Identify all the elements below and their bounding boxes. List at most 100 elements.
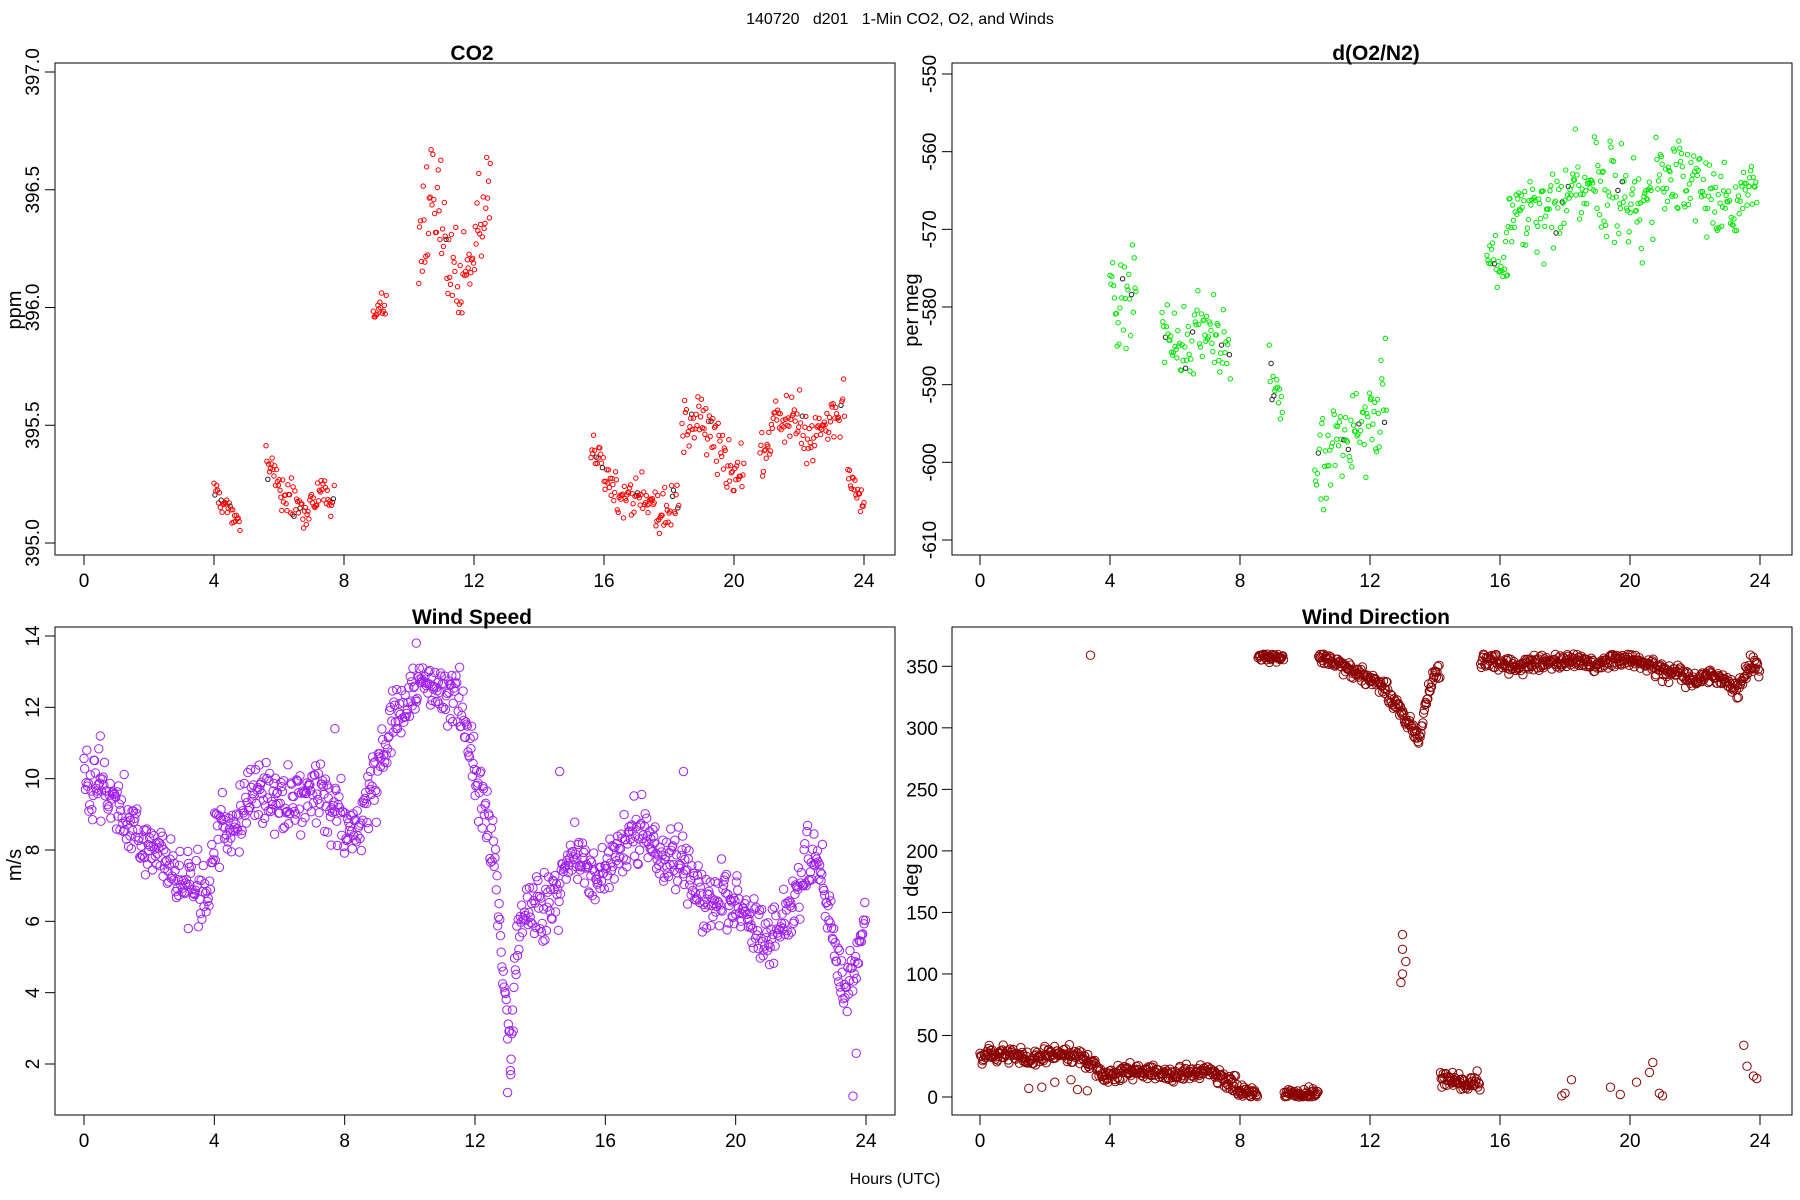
data-point [476, 170, 482, 177]
data-point [1016, 1042, 1026, 1053]
data-point [1196, 341, 1203, 347]
data-point [486, 823, 496, 833]
data-point [315, 759, 326, 769]
data-point [244, 803, 254, 813]
data-point [537, 918, 547, 929]
wind-speed-points [79, 638, 871, 1101]
data-point [1662, 206, 1668, 212]
data-point [706, 413, 712, 419]
data-point [1380, 381, 1386, 387]
data-point [669, 483, 675, 489]
data-point [471, 267, 478, 273]
data-point [1217, 369, 1223, 375]
data-point [1749, 201, 1756, 207]
data-point [143, 839, 153, 850]
data-point [204, 901, 214, 911]
data-point [1111, 295, 1118, 301]
data-point [1562, 197, 1568, 203]
y-tick-label: 150 [906, 903, 938, 924]
data-point [1382, 677, 1392, 687]
data-point [1536, 200, 1543, 207]
data-point [569, 855, 579, 865]
data-point [190, 885, 201, 895]
data-point [611, 497, 617, 504]
data-point [740, 472, 746, 478]
data-point [1172, 343, 1178, 350]
data-point [834, 945, 845, 956]
data-point [1528, 202, 1534, 208]
data-point [469, 764, 480, 775]
data-point [713, 878, 723, 888]
data-point [1580, 191, 1586, 198]
data-point [291, 513, 297, 519]
data-point [634, 845, 645, 855]
data-point [283, 501, 289, 507]
data-point [806, 425, 812, 432]
data-point [525, 912, 535, 922]
data-point [1503, 273, 1510, 279]
data-point [1342, 414, 1349, 421]
data-point [1622, 194, 1628, 200]
data-point [219, 509, 225, 515]
data-point [1615, 187, 1621, 194]
data-point [817, 839, 828, 850]
data-point [118, 818, 128, 829]
data-point [1654, 1088, 1665, 1099]
data-point [648, 497, 655, 503]
data-point [1379, 376, 1385, 382]
data-point [447, 281, 454, 287]
data-point [1510, 217, 1517, 224]
data-point [1319, 420, 1325, 426]
data-point [837, 967, 847, 977]
data-point [782, 926, 792, 936]
data-point [1161, 359, 1168, 365]
plot-frame [54, 626, 896, 1116]
data-point [804, 874, 814, 885]
data-point [824, 410, 830, 417]
data-point [728, 470, 735, 476]
data-point [429, 202, 435, 208]
data-point [734, 459, 741, 465]
data-point [505, 1065, 516, 1076]
data-point [719, 875, 729, 885]
data-point [804, 460, 810, 467]
x-tick-label: 16 [1489, 1131, 1510, 1152]
data-point [408, 663, 418, 673]
data-point [1529, 186, 1536, 193]
data-point [1711, 171, 1717, 177]
data-point [642, 813, 652, 823]
data-point [1505, 224, 1511, 230]
data-point [732, 871, 742, 881]
data-point [1688, 159, 1694, 166]
data-point [613, 858, 624, 869]
data-point [503, 1019, 513, 1029]
data-point [860, 503, 866, 509]
data-point [811, 442, 818, 449]
data-point [681, 449, 687, 455]
data-point [1680, 173, 1686, 180]
data-point [1561, 220, 1567, 227]
data-point [682, 409, 689, 416]
data-point [764, 959, 775, 970]
data-point [213, 834, 223, 844]
data-point [1746, 183, 1752, 190]
data-point [1519, 204, 1525, 211]
data-point [655, 492, 661, 499]
data-point [1566, 1075, 1577, 1085]
data-point [1316, 446, 1322, 452]
data-point [1646, 179, 1653, 185]
data-point [454, 693, 464, 703]
data-point [619, 492, 625, 498]
data-point [1663, 185, 1670, 192]
data-point [1501, 254, 1507, 261]
data-point [1694, 172, 1700, 179]
data-point [1628, 201, 1634, 207]
data-point [1521, 198, 1527, 204]
data-point [1745, 650, 1756, 660]
data-point [1349, 464, 1355, 470]
data-point [725, 463, 731, 469]
data-point [1325, 432, 1331, 438]
data-point [584, 888, 595, 898]
data-point [984, 1040, 994, 1051]
